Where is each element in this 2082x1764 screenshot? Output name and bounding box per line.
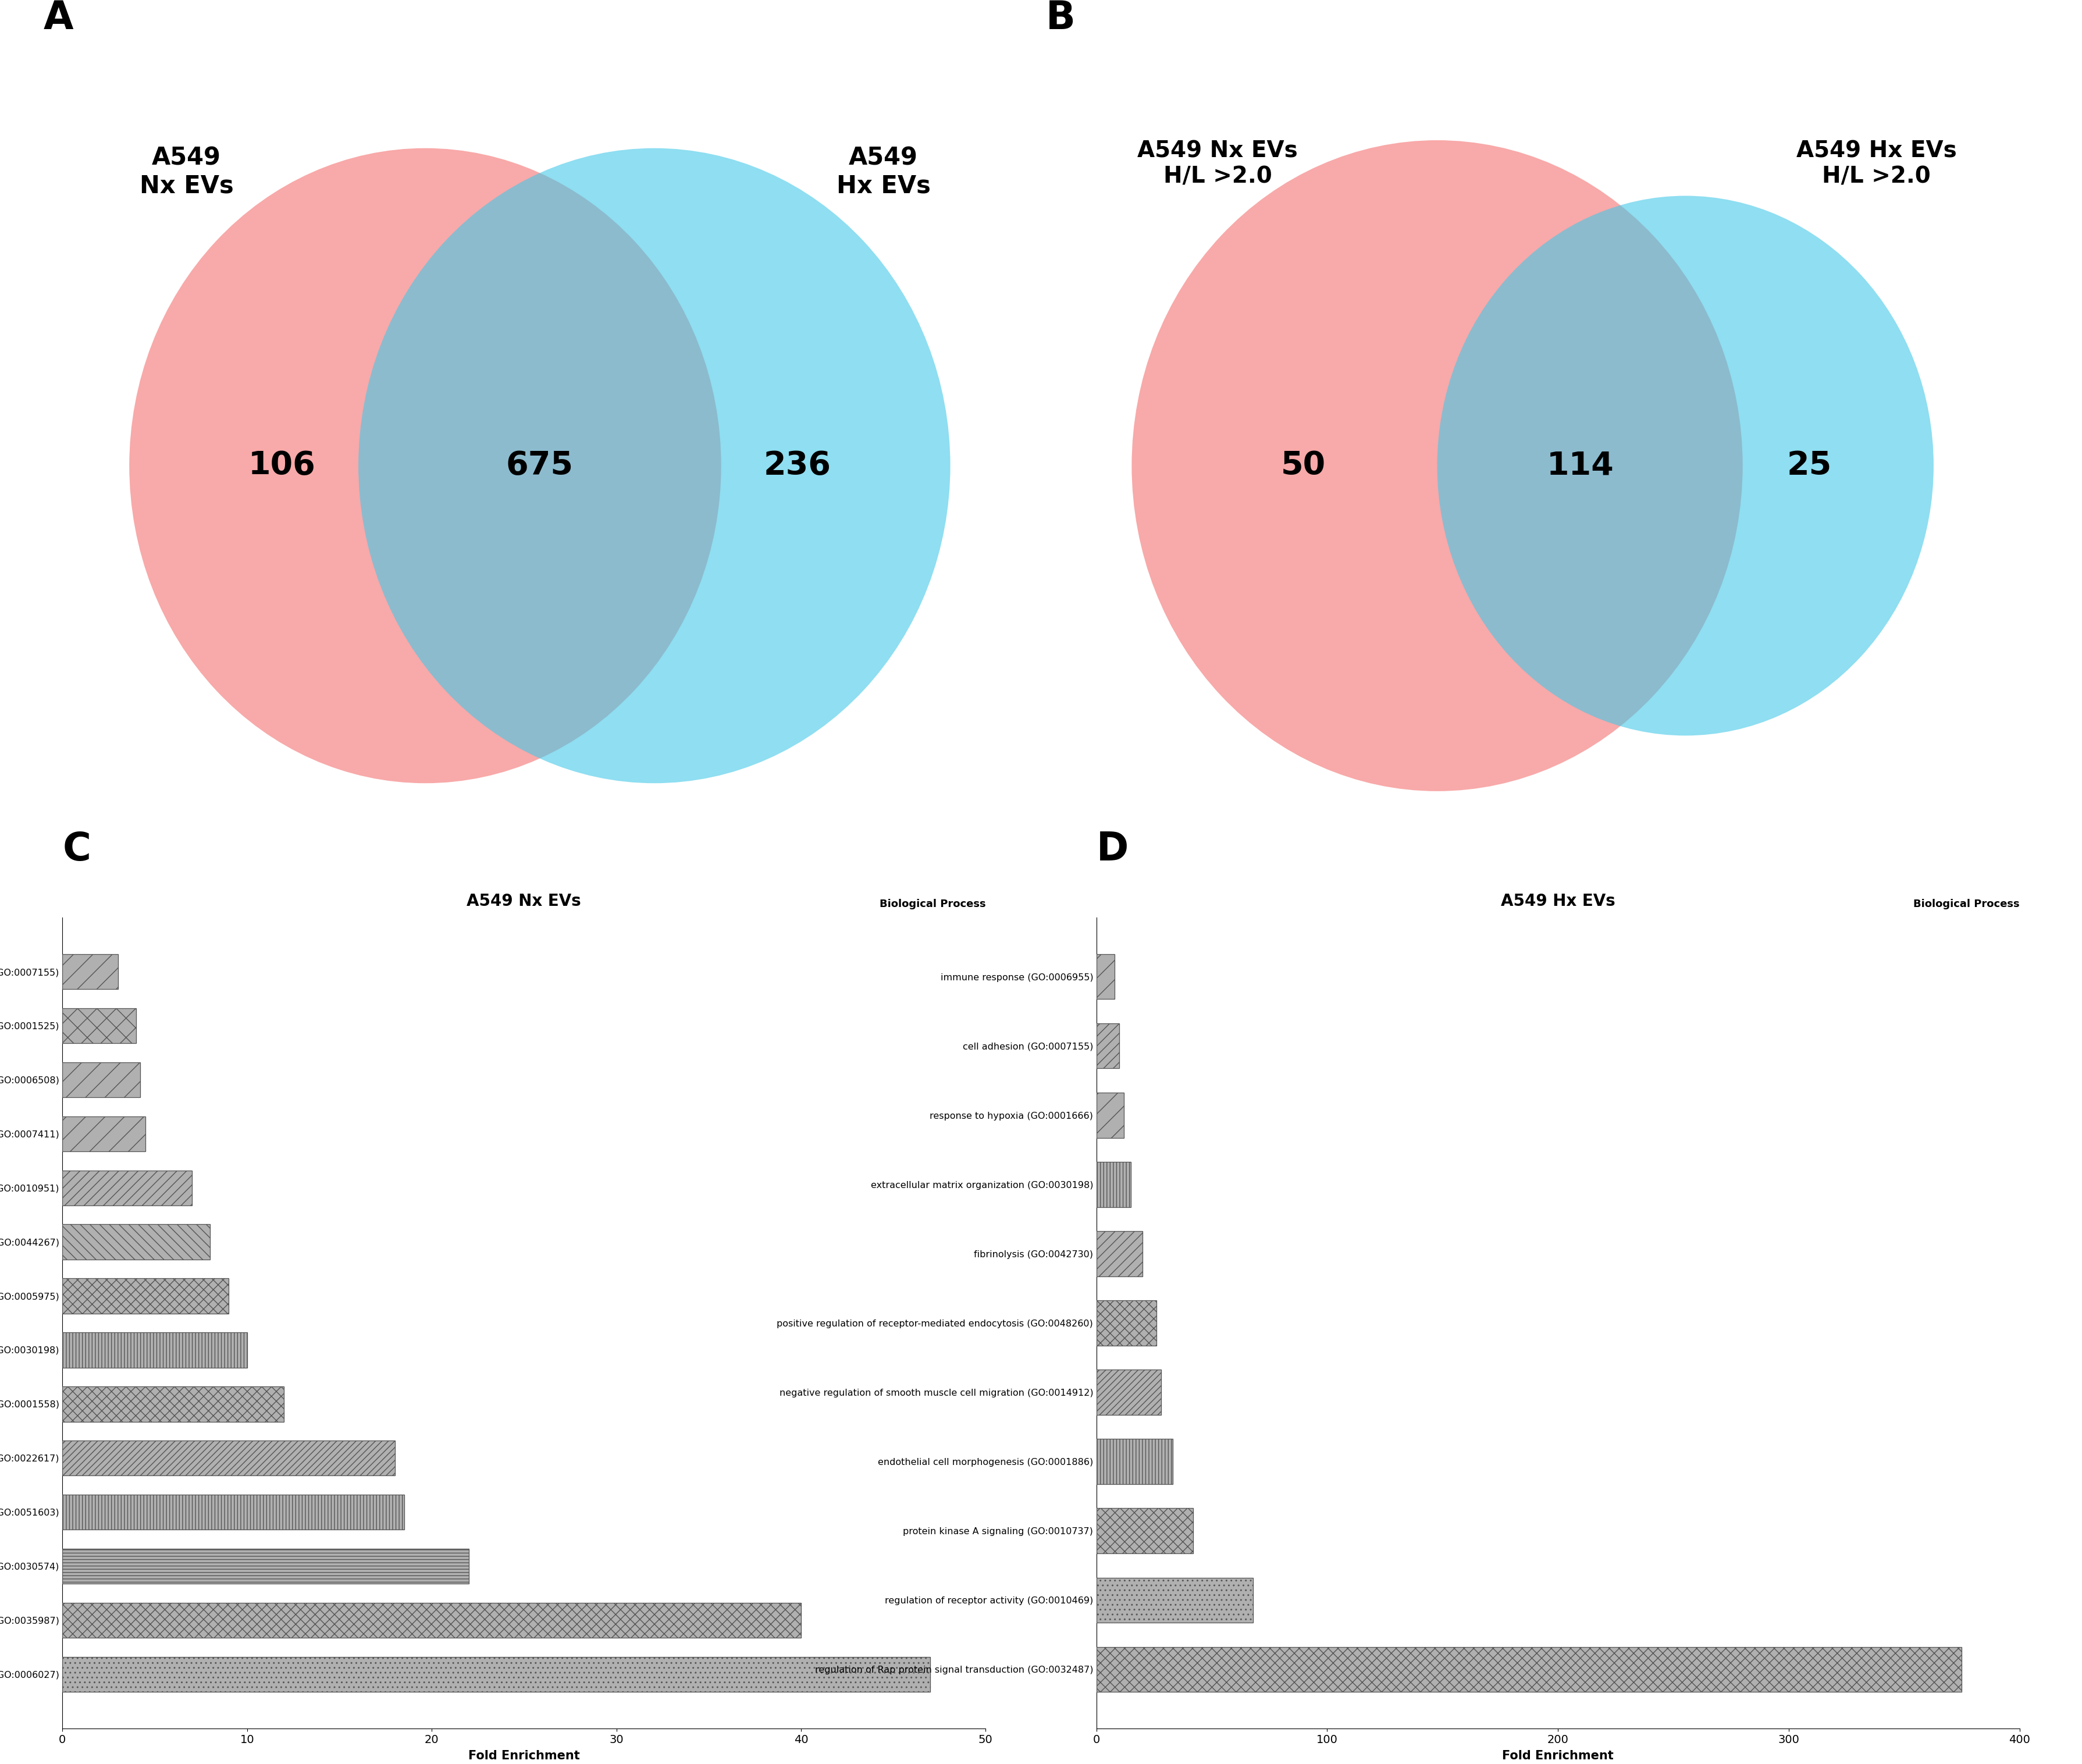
Text: A549 Nx EVs
H/L >2.0: A549 Nx EVs H/L >2.0 bbox=[1137, 139, 1297, 189]
Bar bbox=[1097, 1023, 1120, 1069]
Bar bbox=[62, 1224, 210, 1259]
Bar bbox=[62, 1117, 146, 1152]
Text: 106: 106 bbox=[248, 450, 316, 482]
Ellipse shape bbox=[358, 148, 949, 783]
Bar bbox=[1097, 1092, 1124, 1138]
Bar bbox=[62, 1441, 396, 1476]
Text: A549 Hx EVs
H/L >2.0: A549 Hx EVs H/L >2.0 bbox=[1797, 139, 1957, 189]
Text: 675: 675 bbox=[506, 450, 573, 482]
Bar bbox=[62, 1603, 802, 1637]
Title: A549 Hx EVs: A549 Hx EVs bbox=[1501, 893, 1616, 910]
Text: C: C bbox=[62, 831, 92, 868]
Text: A549
Nx EVs: A549 Nx EVs bbox=[139, 146, 233, 198]
Text: A: A bbox=[44, 0, 73, 37]
Bar bbox=[1097, 1371, 1162, 1415]
Bar bbox=[1097, 1162, 1131, 1207]
Text: D: D bbox=[1097, 831, 1128, 868]
Text: 236: 236 bbox=[764, 450, 831, 482]
Ellipse shape bbox=[1437, 196, 1934, 736]
Bar bbox=[1097, 1577, 1253, 1623]
Bar bbox=[62, 954, 119, 990]
Bar bbox=[62, 1009, 135, 1043]
Text: 50: 50 bbox=[1280, 450, 1326, 482]
Ellipse shape bbox=[1133, 141, 1743, 790]
Bar bbox=[62, 1170, 192, 1205]
Bar bbox=[62, 1062, 139, 1097]
Bar bbox=[1097, 954, 1114, 998]
Bar bbox=[1097, 1300, 1156, 1346]
Bar bbox=[62, 1332, 248, 1367]
Bar bbox=[62, 1387, 283, 1422]
Bar bbox=[1097, 1439, 1172, 1484]
Bar bbox=[1097, 1231, 1143, 1275]
Text: 114: 114 bbox=[1547, 450, 1614, 482]
Ellipse shape bbox=[129, 148, 720, 783]
Text: Biological Process: Biological Process bbox=[1913, 898, 2020, 908]
Bar bbox=[62, 1656, 931, 1692]
Bar bbox=[62, 1494, 404, 1529]
Text: A549
Hx EVs: A549 Hx EVs bbox=[837, 146, 931, 198]
Text: Biological Process: Biological Process bbox=[879, 898, 985, 908]
X-axis label: Fold Enrichment: Fold Enrichment bbox=[1503, 1750, 1614, 1762]
Text: B: B bbox=[1045, 0, 1074, 37]
Title: A549 Nx EVs: A549 Nx EVs bbox=[466, 893, 581, 910]
Bar bbox=[62, 1279, 229, 1314]
Text: 25: 25 bbox=[1786, 450, 1832, 482]
X-axis label: Fold Enrichment: Fold Enrichment bbox=[468, 1750, 579, 1762]
Bar bbox=[1097, 1508, 1193, 1554]
Bar bbox=[1097, 1648, 1961, 1692]
Bar bbox=[62, 1549, 468, 1584]
